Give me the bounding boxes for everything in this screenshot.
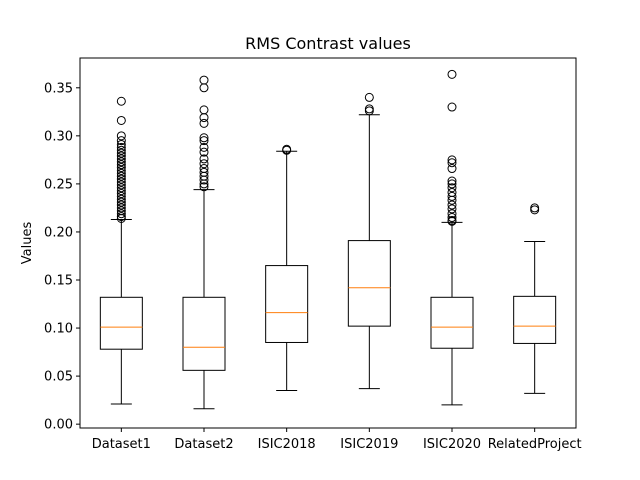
outlier-point <box>116 160 126 170</box>
outlier-point <box>116 131 126 141</box>
outlier-point <box>447 102 457 112</box>
outlier-point <box>116 154 126 164</box>
outlier-point <box>116 203 126 213</box>
outlier-point <box>116 163 126 173</box>
outlier-point <box>199 175 209 185</box>
outlier-point <box>447 213 457 223</box>
outlier-point <box>116 200 126 210</box>
outlier-point <box>116 186 126 196</box>
outlier-point <box>116 213 126 223</box>
plot-frame <box>79 57 577 429</box>
outlier-point <box>116 191 126 201</box>
y-tick-label: 0.15 <box>44 274 73 289</box>
y-tick-label: 0.25 <box>44 177 73 192</box>
outlier-point <box>199 83 209 93</box>
outlier-point <box>447 179 457 189</box>
x-tick-label: ISIC2019 <box>340 437 398 452</box>
outlier-point <box>116 151 126 161</box>
y-tick-label: 0.10 <box>44 322 73 337</box>
iqr-box <box>513 295 557 344</box>
y-tick-label: 0.30 <box>44 129 73 144</box>
outlier-point <box>116 177 126 187</box>
outlier-point <box>116 171 126 181</box>
outlier-point <box>447 216 457 226</box>
outlier-point <box>447 155 457 165</box>
outlier-point <box>447 69 457 79</box>
outlier-point <box>116 197 126 207</box>
outlier-point <box>116 96 126 106</box>
x-tick-label: Dataset1 <box>92 437 151 452</box>
outlier-point <box>116 136 126 146</box>
x-tick-label: ISIC2018 <box>258 437 316 452</box>
outlier-point <box>199 179 209 189</box>
iqr-box <box>265 265 309 343</box>
outlier-point <box>116 148 126 158</box>
iqr-box <box>182 296 226 371</box>
outlier-point <box>199 136 209 146</box>
outlier-point <box>364 106 374 116</box>
x-tick-label: Dataset2 <box>174 437 233 452</box>
outlier-point <box>199 182 209 192</box>
outlier-point <box>447 164 457 174</box>
outlier-point <box>116 139 126 149</box>
outlier-point <box>447 191 457 201</box>
outlier-point <box>116 194 126 204</box>
outlier-point <box>116 168 126 178</box>
outlier-point <box>116 209 126 219</box>
outlier-point <box>530 205 540 215</box>
plot-marks: 0.00 0.05 0.10 0.15 0.20 0.25 0.30 0.35 Dataset1… <box>44 69 582 452</box>
x-tick-label: ISIC2020 <box>423 437 481 452</box>
iqr-box <box>99 296 143 350</box>
x-tick-label: RelatedProject <box>488 437 582 452</box>
outlier-point <box>282 145 292 155</box>
y-tick-label: 0.05 <box>44 370 73 385</box>
outlier-point <box>447 195 457 205</box>
outlier-point <box>116 115 126 125</box>
y-axis-title: Values <box>20 222 35 265</box>
outlier-point <box>199 113 209 123</box>
outlier-point <box>116 145 126 155</box>
outlier-point <box>199 118 209 128</box>
outlier-point <box>116 189 126 199</box>
outlier-point <box>199 147 209 157</box>
outlier-point <box>447 176 457 186</box>
outlier-point <box>116 142 126 152</box>
outlier-point <box>199 142 209 152</box>
outlier-point <box>116 180 126 190</box>
outlier-point <box>447 158 457 168</box>
outlier-point <box>116 165 126 175</box>
outlier-point <box>447 204 457 214</box>
outlier-point <box>116 183 126 193</box>
outlier-point <box>199 159 209 169</box>
outlier-point <box>447 183 457 193</box>
outlier-point <box>116 174 126 184</box>
chart-title: RMS Contrast values <box>245 34 411 53</box>
y-tick-label: 0.35 <box>44 81 73 96</box>
outlier-point <box>199 133 209 143</box>
iqr-box <box>430 296 474 349</box>
iqr-box <box>347 240 391 327</box>
outlier-point <box>364 92 374 102</box>
y-tick-label: 0.20 <box>44 225 73 240</box>
outlier-point <box>447 200 457 210</box>
y-tick-label: 0.00 <box>44 418 73 433</box>
outlier-point <box>116 157 126 167</box>
outlier-point <box>199 154 209 164</box>
